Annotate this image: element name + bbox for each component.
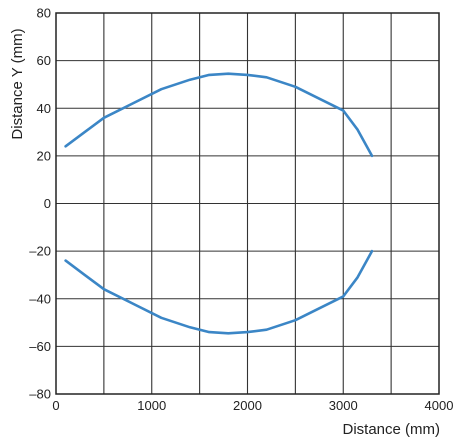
x-tick-label: 0 xyxy=(52,398,59,413)
y-tick-label: –60 xyxy=(29,339,51,354)
y-axis-title: Distance Y (mm) xyxy=(9,28,26,139)
y-tick-label: 40 xyxy=(37,101,51,116)
plot-frame xyxy=(55,12,440,395)
series-line-lower xyxy=(64,249,374,335)
y-tick-label: 80 xyxy=(37,6,51,21)
y-tick-label: 0 xyxy=(44,196,51,211)
grid xyxy=(56,13,439,394)
series-layer xyxy=(64,72,374,335)
x-tick-label: 4000 xyxy=(425,398,454,413)
y-tick-label: 20 xyxy=(37,148,51,163)
y-tick-label: –20 xyxy=(29,244,51,259)
x-tick-label: 2000 xyxy=(233,398,262,413)
series-line-upper xyxy=(64,72,374,158)
x-axis-title: Distance (mm) xyxy=(342,421,440,438)
x-tick-label: 1000 xyxy=(137,398,166,413)
y-tick-label: –40 xyxy=(29,291,51,306)
y-tick-label: –80 xyxy=(29,387,51,402)
y-tick-label: 60 xyxy=(37,53,51,68)
x-tick-label: 3000 xyxy=(329,398,358,413)
